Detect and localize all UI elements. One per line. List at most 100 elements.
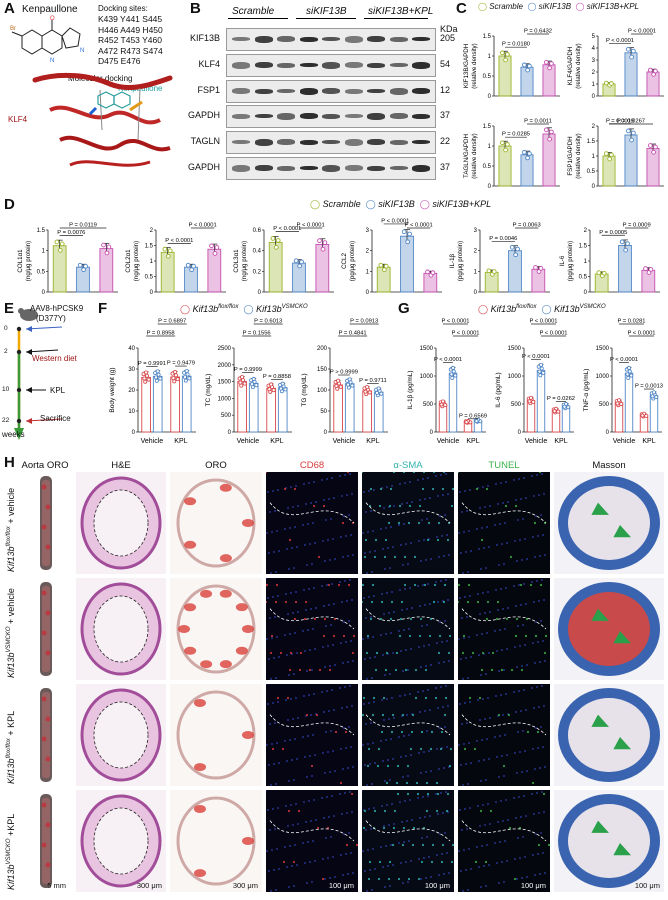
timepoint-10: 10 [2, 386, 10, 393]
y-tick-label: 1.5 [37, 228, 46, 234]
x-category-label: Vehicle [437, 438, 460, 445]
data-point [297, 263, 302, 269]
data-point [653, 144, 658, 150]
bar [248, 382, 259, 433]
y-tick-label: 1 [474, 269, 478, 275]
y-tick-label: 0 [606, 430, 610, 436]
data-point [499, 50, 505, 56]
data-point [499, 140, 505, 146]
y-tick-label: 0 [366, 290, 370, 296]
data-point [143, 379, 148, 384]
svg-text:N: N [50, 58, 54, 64]
data-point [175, 377, 180, 382]
legend-g-flox-sup: flox/flox [516, 304, 537, 310]
data-point [609, 152, 614, 158]
scale-bar-label: 100 μm [520, 881, 546, 890]
legend-f-flox: Kif13b [192, 304, 219, 314]
data-point [81, 267, 86, 273]
p-value-label: P = 0.0281 [617, 319, 645, 325]
p-value-label: P = 0.6432 [524, 29, 552, 35]
y-tick-label: 0.5 [587, 169, 596, 175]
panel-letter-g: G [398, 300, 410, 317]
data-point [521, 149, 527, 155]
data-point [172, 379, 177, 384]
data-point [273, 245, 279, 250]
y-tick-label: 1 [150, 259, 154, 265]
histology-image [458, 472, 550, 574]
y-axis-label: IL-6 (pg/mL) [495, 372, 502, 407]
y-tick-label: 0 [228, 430, 232, 436]
y-tick-label: 0 [150, 290, 154, 296]
y-axis-label-unit: (pg/μg protein) [457, 241, 464, 281]
data-point [566, 405, 571, 410]
data-point [238, 380, 243, 385]
bar [277, 387, 288, 433]
scale-bar-label: 100 μm [634, 881, 660, 890]
lesion-outline [365, 714, 451, 736]
y-tick-label: 2 [150, 228, 154, 234]
y-tick-label: 150 [317, 367, 328, 373]
bar [542, 133, 556, 187]
y-tick-label: 1 [584, 259, 588, 265]
docking-site-line: H446 A449 H450 [98, 24, 163, 35]
x-category-label: Vehicle [613, 438, 636, 445]
data-point [631, 48, 636, 54]
histology-image [362, 684, 454, 786]
y-tick-label: 0 [430, 430, 434, 436]
lesion-outline [461, 502, 547, 524]
y-axis-label: COL2α1 [125, 249, 132, 273]
histology-image [76, 578, 166, 680]
lesion-outline [365, 608, 451, 630]
data-point [647, 67, 653, 73]
data-point [345, 382, 350, 387]
data-point [322, 240, 328, 245]
y-tick-label: 1500 [218, 380, 232, 386]
data-point [187, 376, 192, 381]
data-point [651, 149, 656, 155]
p-value-label: P = 0.1556 [243, 331, 271, 337]
data-point [293, 258, 299, 264]
histology-image [266, 472, 358, 574]
bar [152, 375, 163, 433]
data-point [242, 381, 247, 386]
y-axis-label: COL3α1 [233, 249, 240, 273]
data-point [83, 263, 88, 269]
data-point [209, 243, 214, 249]
data-point [299, 259, 304, 265]
y-tick-label: 1.5 [483, 34, 492, 40]
p-value-label: P < 0.0001 [451, 331, 479, 337]
x-category-label: Vehicle [333, 438, 356, 445]
data-point [376, 386, 381, 391]
arrowhead-marker [591, 608, 609, 621]
y-tick-label: 5 [592, 34, 596, 40]
data-point [317, 238, 322, 244]
p-value-label: P < 0.0001 [610, 357, 638, 363]
scale-bar-label: 5 mm [47, 881, 66, 890]
lesion-outline [461, 608, 547, 630]
y-axis-label: IL-1β [449, 253, 456, 268]
data-point [538, 373, 543, 378]
bar [614, 402, 624, 433]
compound-name: Kenpaullone [22, 4, 78, 15]
y-axis-label-unit: (ng/μg protein) [133, 241, 140, 281]
column-title-aorta-oro: Aorta ORO [21, 460, 69, 471]
data-point [529, 395, 534, 400]
panel-letter-a: A [4, 0, 15, 17]
bar [624, 134, 638, 187]
data-point [552, 409, 557, 414]
histology-image [266, 578, 358, 680]
bar [526, 400, 536, 433]
p-value-label: P = 0.0005 [599, 230, 627, 236]
y-tick-label: 50 [320, 409, 327, 415]
panel-letter-c: C [456, 0, 467, 17]
y-axis-label: KLF4/GAPDH [567, 47, 574, 86]
y-tick-label: 0 [132, 430, 136, 436]
data-point [451, 365, 456, 370]
chart-c1: 0 0.5 1 1.5 KIF13B/GAPDH (relative density) P … [463, 29, 560, 100]
y-tick-label: 0.5 [579, 275, 588, 281]
y-axis-label: Body weight (g) [109, 367, 116, 412]
bar [362, 390, 372, 433]
data-point [652, 390, 657, 395]
blot-label: GAPDH [187, 110, 220, 120]
legend-d-scramble: Scramble [322, 199, 361, 209]
